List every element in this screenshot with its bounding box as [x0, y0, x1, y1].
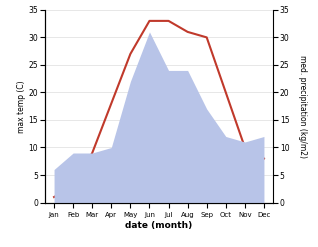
Y-axis label: med. precipitation (kg/m2): med. precipitation (kg/m2) [298, 55, 307, 158]
X-axis label: date (month): date (month) [125, 221, 193, 230]
Y-axis label: max temp (C): max temp (C) [17, 80, 26, 133]
